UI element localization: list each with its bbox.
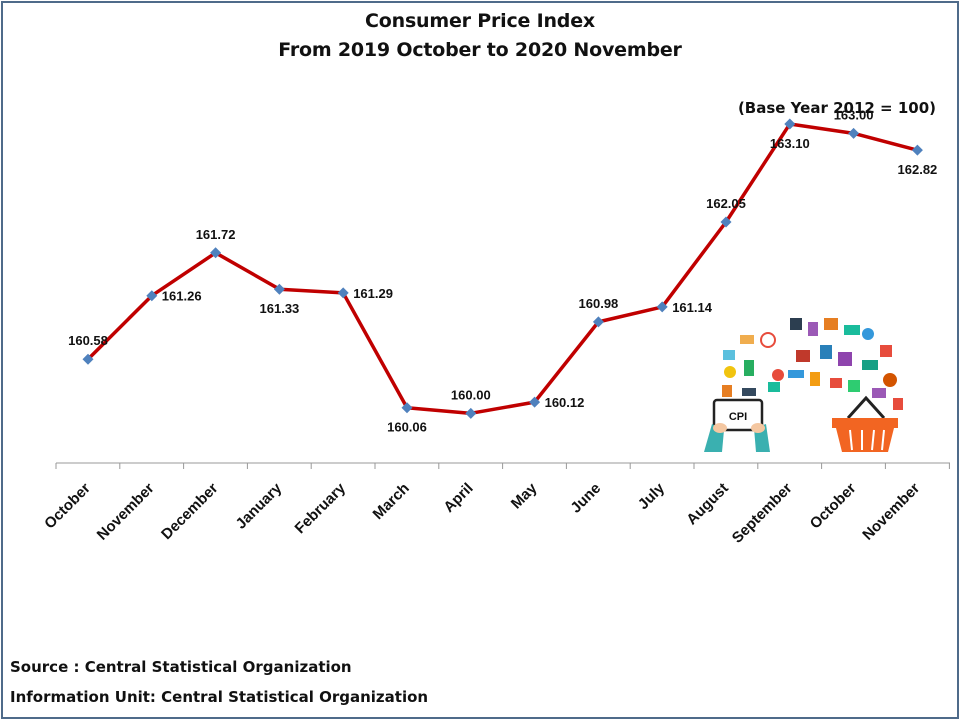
x-tick-label: November <box>859 480 923 544</box>
cpi-data-point <box>720 216 732 228</box>
information-unit-text: Information Unit: Central Statistical Or… <box>10 688 429 706</box>
data-label: 160.00 <box>451 387 491 402</box>
tablet-cpi-text: CPI <box>729 411 747 423</box>
data-label: 160.58 <box>68 333 108 348</box>
data-label: 160.98 <box>579 296 619 311</box>
cpi-data-point <box>592 316 604 328</box>
data-label: 161.26 <box>162 289 202 304</box>
chart-title: Consumer Price Index <box>365 10 595 32</box>
cpi-data-point <box>273 283 285 295</box>
cpi-data-point <box>401 402 413 414</box>
cpi-data-point <box>656 301 668 313</box>
cpi-data-point <box>784 118 796 130</box>
cpi-series-line <box>86 122 918 416</box>
chart-subtitle: From 2019 October to 2020 November <box>278 39 682 61</box>
cpi-illustration: CPI <box>704 318 903 452</box>
x-tick-label: October <box>807 480 860 533</box>
cpi-data-point <box>210 247 222 259</box>
base-year-note: (Base Year 2012 = 100) <box>737 99 936 117</box>
x-tick-label: September <box>729 480 796 547</box>
data-label: 163.00 <box>834 107 874 122</box>
x-tick-label: October <box>41 480 94 533</box>
cpi-data-point <box>529 396 541 408</box>
cpi-data-point <box>146 290 158 302</box>
data-label: 162.82 <box>898 162 938 177</box>
x-tick-label: January <box>233 479 286 532</box>
data-label: 160.12 <box>545 395 585 410</box>
x-tick-label: March <box>370 480 413 523</box>
data-label: 161.14 <box>672 300 713 315</box>
x-tick-label: November <box>94 480 158 544</box>
data-label: 161.33 <box>260 301 300 316</box>
cpi-data-point <box>82 353 94 365</box>
cpi-data-point <box>337 287 349 299</box>
data-label: 161.72 <box>196 227 236 242</box>
data-label: 163.10 <box>770 136 810 151</box>
tablet-icon: CPI <box>712 398 764 432</box>
x-tick-label: February <box>292 479 350 537</box>
x-tick-label: August <box>683 480 732 529</box>
cpi-data-point <box>465 407 477 419</box>
x-tick-label: December <box>158 480 221 543</box>
hands-icon <box>704 423 770 452</box>
data-label: 162.05 <box>706 196 746 211</box>
x-tick-label: April <box>440 480 476 516</box>
data-label: 161.29 <box>353 286 393 301</box>
source-text: Source : Central Statistical Organizatio… <box>10 658 352 676</box>
x-tick-label: May <box>508 479 541 512</box>
data-label: 160.06 <box>387 420 427 435</box>
cpi-data-point <box>848 127 860 139</box>
x-tick-label: June <box>567 480 604 517</box>
cpi-data-point <box>911 144 923 156</box>
shopping-items-icon <box>722 318 903 410</box>
x-tick-label: July <box>635 479 669 513</box>
shopping-basket-icon <box>832 395 898 452</box>
